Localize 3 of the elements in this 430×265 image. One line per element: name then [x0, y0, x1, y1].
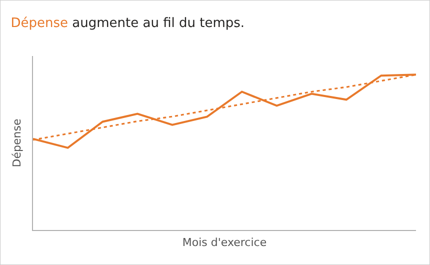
x-axis-title: Mois d'exercice	[182, 236, 267, 250]
y-axis-title: Dépense	[10, 118, 24, 168]
chart-title: Dépense augmente au fil du temps.	[10, 16, 245, 32]
